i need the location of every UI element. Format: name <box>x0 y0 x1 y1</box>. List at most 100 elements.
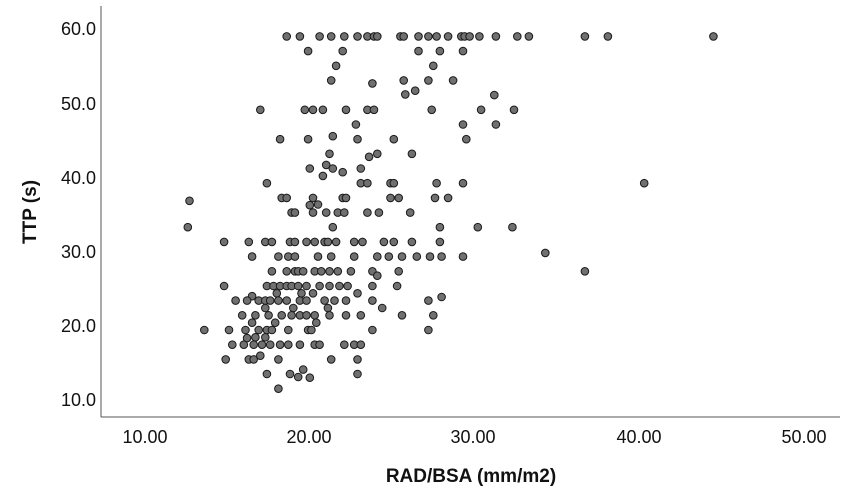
data-point <box>262 178 272 188</box>
data-point <box>368 325 377 335</box>
data-point <box>290 252 300 261</box>
data-point <box>267 325 277 335</box>
data-point <box>437 292 446 302</box>
data-point <box>323 237 333 247</box>
data-point <box>256 351 265 361</box>
data-point <box>475 32 484 41</box>
data-point <box>185 196 194 206</box>
data-point <box>257 340 267 350</box>
data-point <box>363 208 372 217</box>
data-point <box>424 296 433 305</box>
x-tick-label: 40.00 <box>616 427 661 447</box>
data-point <box>462 134 471 144</box>
data-point <box>284 325 293 335</box>
data-point <box>338 46 348 56</box>
data-point <box>368 79 377 88</box>
data-point <box>389 134 399 144</box>
data-point <box>427 105 437 115</box>
data-point <box>443 32 453 41</box>
data-point <box>364 152 374 162</box>
data-point <box>302 296 311 305</box>
data-point <box>424 76 433 85</box>
data-point <box>524 32 534 41</box>
data-point <box>274 252 283 261</box>
data-point <box>448 76 458 85</box>
y-tick-label: 30.0 <box>61 242 96 262</box>
data-point <box>414 32 423 41</box>
data-point <box>265 340 275 350</box>
data-point <box>325 267 334 276</box>
data-point <box>328 222 338 232</box>
data-point <box>389 237 399 247</box>
data-point <box>328 164 338 173</box>
data-point <box>443 193 453 203</box>
data-point <box>369 105 379 115</box>
data-point <box>265 296 275 305</box>
data-point <box>224 325 234 335</box>
data-point <box>282 267 292 276</box>
data-point <box>349 237 359 247</box>
x-tick-label: 20.00 <box>286 427 331 447</box>
data-point <box>282 296 292 305</box>
data-point <box>256 105 265 115</box>
data-point <box>379 237 389 247</box>
data-point <box>275 134 285 144</box>
data-point <box>321 160 331 170</box>
data-point <box>303 46 313 56</box>
data-point <box>310 237 320 247</box>
data-point <box>320 296 329 305</box>
data-point <box>580 32 590 41</box>
data-point <box>401 90 410 99</box>
data-point <box>412 252 422 261</box>
data-point <box>325 149 334 159</box>
data-point <box>289 303 298 313</box>
data-point <box>349 252 359 261</box>
data-point <box>341 311 351 320</box>
data-point <box>303 134 313 144</box>
data-point <box>343 281 352 291</box>
data-point <box>476 105 486 115</box>
y-axis-title: TTP (s) <box>20 180 41 244</box>
data-point <box>325 311 334 320</box>
data-point <box>315 32 324 41</box>
data-point <box>305 373 315 383</box>
data-point <box>267 267 277 276</box>
data-points <box>183 32 718 394</box>
data-point <box>353 355 362 364</box>
data-point <box>308 208 318 217</box>
data-point <box>397 252 407 261</box>
y-tick-labels: 60.0 50.0 40.0 30.0 20.0 10.0 <box>61 19 96 410</box>
data-point <box>300 105 310 115</box>
data-point <box>491 32 501 41</box>
data-point <box>458 120 468 129</box>
data-point <box>298 267 308 276</box>
data-point <box>282 32 292 41</box>
x-axis-title: RAD/BSA (mm/m2) <box>386 466 556 487</box>
data-point <box>242 333 252 343</box>
data-point <box>200 325 209 335</box>
data-point <box>297 289 306 298</box>
data-point <box>338 167 348 177</box>
data-point <box>221 355 230 364</box>
x-tick-label: 50.00 <box>781 427 826 447</box>
data-point <box>639 178 649 188</box>
data-point <box>325 281 334 291</box>
data-point <box>323 303 333 313</box>
data-point <box>580 267 590 276</box>
data-point <box>509 105 519 115</box>
data-point <box>508 222 517 232</box>
data-point <box>264 311 273 320</box>
data-point <box>410 86 420 95</box>
data-point <box>326 252 336 261</box>
data-point <box>254 325 264 335</box>
data-point <box>302 311 311 320</box>
data-point <box>353 369 362 379</box>
y-tick-label: 10.0 <box>61 390 96 410</box>
data-point <box>363 178 372 188</box>
data-point <box>397 311 407 320</box>
data-point <box>274 355 283 364</box>
data-point <box>328 131 338 141</box>
data-point <box>513 32 522 41</box>
data-point <box>183 222 193 232</box>
